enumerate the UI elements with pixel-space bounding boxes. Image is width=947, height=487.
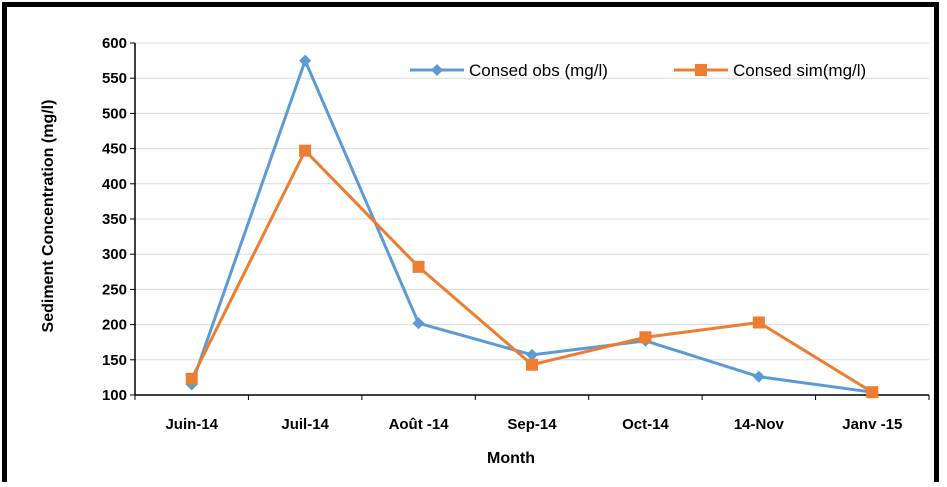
data-point	[526, 358, 538, 371]
series-line	[190, 59, 873, 394]
x-tick-label: Juin-14	[165, 416, 218, 433]
legend-swatch-marker	[431, 64, 443, 76]
y-tick-label: 600	[102, 35, 127, 52]
data-point	[752, 370, 765, 383]
series-sim	[185, 144, 879, 399]
y-tick-label: 550	[102, 70, 127, 87]
data-point	[299, 144, 312, 157]
x-tick-label: Janv -15	[842, 416, 902, 433]
x-tick-label: Août -14	[389, 416, 450, 433]
data-point	[185, 372, 198, 385]
y-tick-label: 400	[102, 176, 127, 193]
legend-label: Consed sim(mg/l)	[733, 61, 866, 80]
data-point	[526, 348, 538, 361]
data-point	[412, 260, 425, 273]
y-tick-label: 250	[102, 281, 127, 298]
grid-lines	[135, 42, 929, 361]
line-chart: 100 150 200 250 300 350 400 450 500 550 600 Juin-1…	[40, 35, 930, 467]
y-tick-label: 200	[102, 317, 127, 334]
data-point	[639, 331, 652, 344]
axes	[130, 42, 930, 400]
data-point	[752, 316, 765, 329]
x-tick-label: Juil-14	[281, 416, 329, 433]
y-tick-label: 300	[102, 246, 127, 263]
legend-label: Consed obs (mg/l)	[469, 61, 608, 80]
y-axis-label: Sediment Concentration (mg/l)	[40, 100, 57, 333]
y-tick-label: 100	[102, 387, 127, 404]
series-obs	[185, 54, 879, 399]
legend: Consed obs (mg/l) Consed sim(mg/l)	[410, 61, 866, 80]
x-axis-label: Month	[487, 450, 535, 467]
y-tick-label: 350	[102, 211, 127, 228]
x-tick-labels: Juin-14 Juil-14 Août -14 Sep-14 Oct-14 14-Nov…	[165, 416, 902, 433]
data-point	[412, 317, 425, 330]
x-tick-label: Sep-14	[507, 416, 557, 433]
legend-item: Consed obs (mg/l)	[410, 61, 608, 80]
x-tick-label: Oct-14	[622, 416, 669, 433]
legend-item: Consed sim(mg/l)	[674, 61, 866, 80]
x-tick-label: 14-Nov	[734, 416, 785, 433]
y-tick-labels: 100 150 200 250 300 350 400 450 500 550 600	[102, 35, 127, 404]
y-tick-label: 150	[102, 352, 127, 369]
series-group	[185, 54, 879, 399]
data-point	[299, 54, 312, 67]
data-point	[866, 386, 879, 399]
chart-frame: 100 150 200 250 300 350 400 450 500 550 600 Juin-1…	[2, 2, 939, 482]
y-tick-label: 450	[102, 141, 127, 158]
legend-swatch-marker	[695, 64, 707, 76]
y-tick-label: 500	[102, 105, 127, 122]
